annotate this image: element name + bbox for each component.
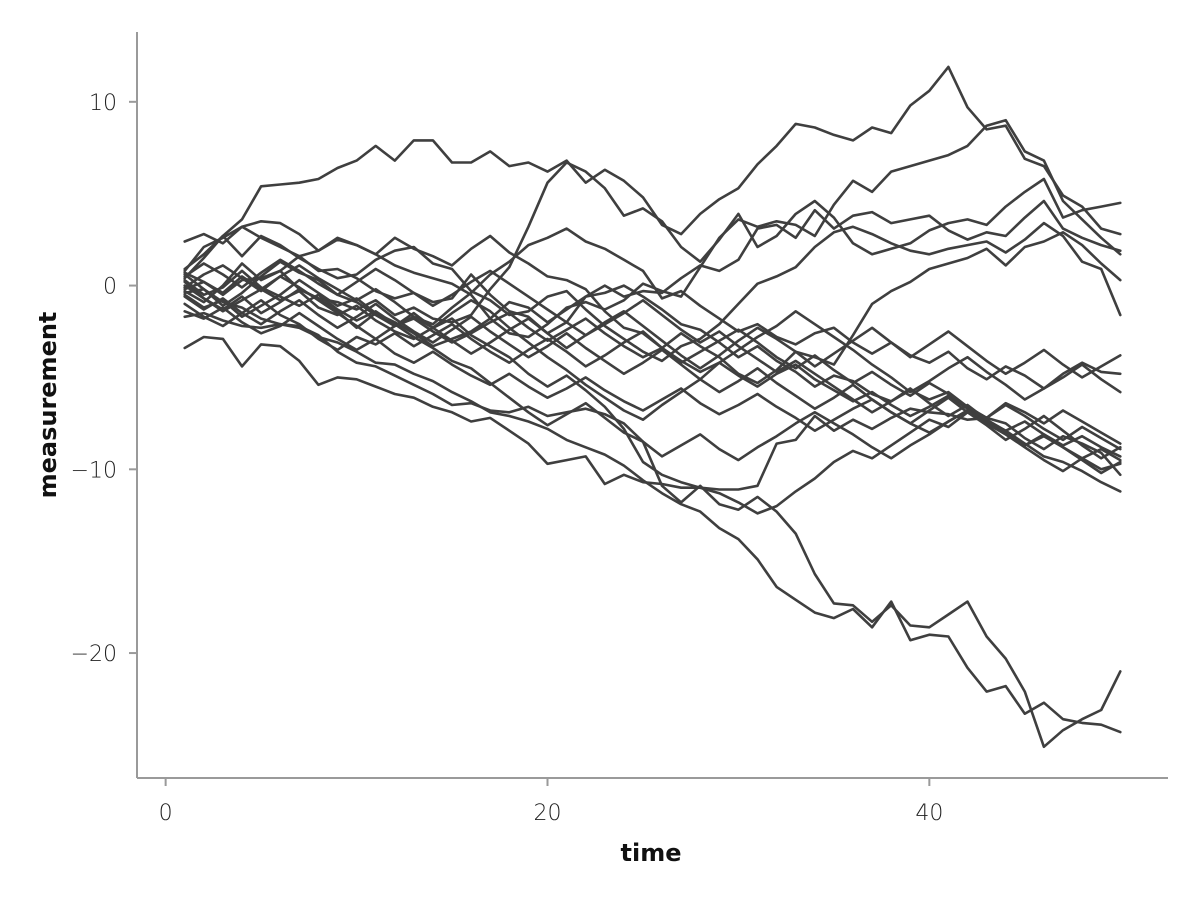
series-line-18 bbox=[183, 275, 1122, 379]
series-line-14 bbox=[183, 287, 1122, 734]
y-tick-label: 10 bbox=[89, 91, 117, 116]
series-line-10 bbox=[183, 298, 1122, 451]
x-axis-title: time bbox=[621, 839, 682, 867]
series-line-12 bbox=[183, 335, 1122, 491]
series-line-2 bbox=[183, 118, 1122, 339]
y-axis-title: measurement bbox=[34, 312, 62, 499]
x-tick-label: 40 bbox=[915, 801, 943, 826]
x-tick-label: 0 bbox=[159, 801, 173, 826]
y-tick-label: −20 bbox=[71, 642, 117, 667]
y-tick-label: −10 bbox=[71, 458, 117, 483]
series-layer bbox=[183, 65, 1122, 749]
x-tick-label: 20 bbox=[533, 801, 561, 826]
ticks-layer: 0 20 40 −20 −10 0 10 bbox=[71, 91, 944, 826]
series-line-17 bbox=[183, 264, 1122, 422]
series-line-1 bbox=[183, 65, 1122, 280]
y-tick-label: 0 bbox=[103, 275, 117, 300]
series-line-16 bbox=[183, 269, 1122, 473]
series-line-13 bbox=[183, 311, 1122, 749]
series-line-4 bbox=[183, 199, 1122, 335]
series-line-11 bbox=[183, 306, 1122, 462]
series-line-20 bbox=[183, 295, 1122, 460]
series-line-19 bbox=[183, 258, 1122, 475]
series-line-7 bbox=[183, 227, 1122, 390]
series-line-15 bbox=[183, 271, 1122, 515]
